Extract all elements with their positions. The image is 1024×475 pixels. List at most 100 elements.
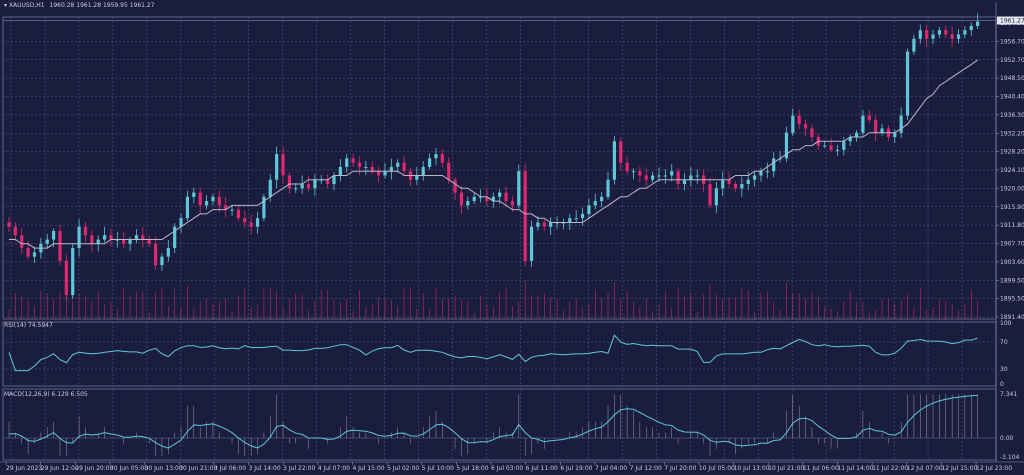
candle-bull	[899, 115, 903, 133]
rsi-tick-label: 30	[1000, 366, 1008, 373]
candle-bear	[810, 128, 814, 138]
candle-bull	[714, 188, 718, 206]
candle-bull	[842, 141, 846, 150]
candle-bull	[657, 175, 661, 177]
candle-bull	[976, 21, 980, 26]
candle-bear	[644, 175, 648, 180]
time-tick-label: 11 Jul 22:00	[872, 465, 908, 472]
candle-bull	[332, 175, 336, 185]
candle-bear	[676, 171, 680, 185]
candle-bull	[472, 196, 476, 202]
candle-bull	[969, 25, 973, 31]
candle-bull	[931, 34, 935, 39]
candle-bull	[319, 179, 323, 181]
price-tick-label: 1940.40	[1000, 94, 1024, 101]
candle-bull	[880, 128, 884, 133]
time-tick-label: 7 Jul 20:00	[664, 465, 696, 472]
candle-bear	[141, 235, 145, 240]
candle-bear	[510, 201, 515, 206]
rsi-line	[8, 334, 978, 372]
candle-bear	[357, 162, 362, 167]
candle-bull	[682, 179, 687, 185]
rsi-tick-label: 0	[1000, 381, 1004, 388]
candle-bear	[944, 30, 948, 35]
current-price-label: 1961.27	[1000, 18, 1024, 25]
price-tick-label: 1891.40	[1000, 314, 1024, 321]
candle-bull	[765, 171, 769, 173]
candle-bear	[58, 230, 62, 261]
candle-bull	[905, 51, 910, 116]
candle-bear	[950, 34, 954, 39]
price-tick-label: 1903.60	[1000, 259, 1024, 266]
candle-bull	[204, 201, 209, 206]
candle-bull	[96, 239, 100, 244]
time-tick-label: 12 Jul 23:00	[976, 465, 1012, 472]
candle-bear	[224, 205, 228, 210]
time-tick-label: 4 Jul 15:00	[352, 465, 384, 472]
candle-bull	[421, 166, 425, 176]
time-tick-label: 3 Jul 06:00	[214, 465, 246, 472]
candle-bull	[128, 239, 132, 244]
time-tick-label: 29 Jun 20:00	[75, 465, 113, 472]
candle-bear	[619, 141, 623, 163]
candle-bull	[759, 171, 763, 176]
candle-bull	[427, 158, 432, 167]
candle-bull	[549, 222, 553, 227]
price-tick-label: 1956.70	[1000, 38, 1024, 45]
time-tick-label: 12 Jul 07:00	[907, 465, 943, 472]
candle-bear	[351, 158, 355, 163]
time-tick-label: 7 Jul 12:00	[630, 465, 662, 472]
candle-bull	[345, 158, 349, 167]
time-tick-label: 3 Jul 22:00	[283, 465, 315, 472]
price-tick-label: 1924.10	[1000, 167, 1024, 174]
time-tick-label: 30 Jun 21:00	[179, 465, 217, 472]
candle-bull	[912, 38, 916, 52]
candle-bull	[695, 175, 699, 177]
time-tick-label: 29 Jun 12:00	[41, 465, 79, 472]
candle-bear	[733, 184, 738, 189]
candle-bear	[874, 119, 878, 133]
candle-bull	[918, 30, 922, 39]
candle-bull	[606, 179, 610, 197]
candle-bull	[651, 175, 655, 180]
candle-bear	[708, 184, 712, 206]
candle-bear	[638, 171, 642, 176]
candle-bull	[478, 196, 483, 198]
candle-bull	[663, 175, 667, 177]
candle-bull	[568, 218, 572, 223]
candle-bear	[625, 162, 629, 172]
macd-tick-label: 7.341	[1000, 391, 1017, 398]
candle-bear	[7, 222, 11, 227]
candle-bear	[504, 192, 508, 202]
candle-bear	[453, 179, 457, 193]
candle-bear	[90, 235, 94, 244]
rsi-tick-label: 70	[1000, 339, 1008, 346]
time-tick-label: 11 Jul 14:00	[837, 465, 873, 472]
candle-bull	[192, 192, 196, 197]
candle-bull	[383, 171, 387, 176]
macd-header: MACD(12,26,9) 6.129 6.505	[4, 391, 88, 398]
candle-bull	[255, 218, 260, 227]
candle-bear	[109, 235, 113, 240]
candle-bear	[217, 196, 221, 206]
candle-bull	[275, 154, 279, 180]
time-tick-label: 6 Jul 19:00	[560, 465, 592, 472]
pane-frame	[2, 388, 997, 461]
candle-bull	[134, 235, 139, 240]
candle-bull	[574, 218, 578, 220]
candle-bull	[434, 154, 438, 159]
time-tick-label: 6 Jul 03:00	[491, 465, 523, 472]
time-tick-label: 10 Jul 21:00	[768, 465, 804, 472]
candle-bull	[396, 162, 400, 167]
rsi-header: RSI(14) 74.5947	[4, 322, 53, 329]
price-tick-label: 1952.70	[1000, 57, 1024, 64]
candle-bull	[230, 209, 234, 211]
dropdown-triangle-icon[interactable]: ▾	[4, 2, 8, 9]
price-tick-label: 1915.90	[1000, 204, 1024, 211]
rsi-tick-label: 100	[1000, 320, 1012, 327]
candle-bull	[956, 34, 961, 39]
price-tick-label: 1936.30	[1000, 112, 1024, 119]
candle-bull	[670, 171, 674, 176]
